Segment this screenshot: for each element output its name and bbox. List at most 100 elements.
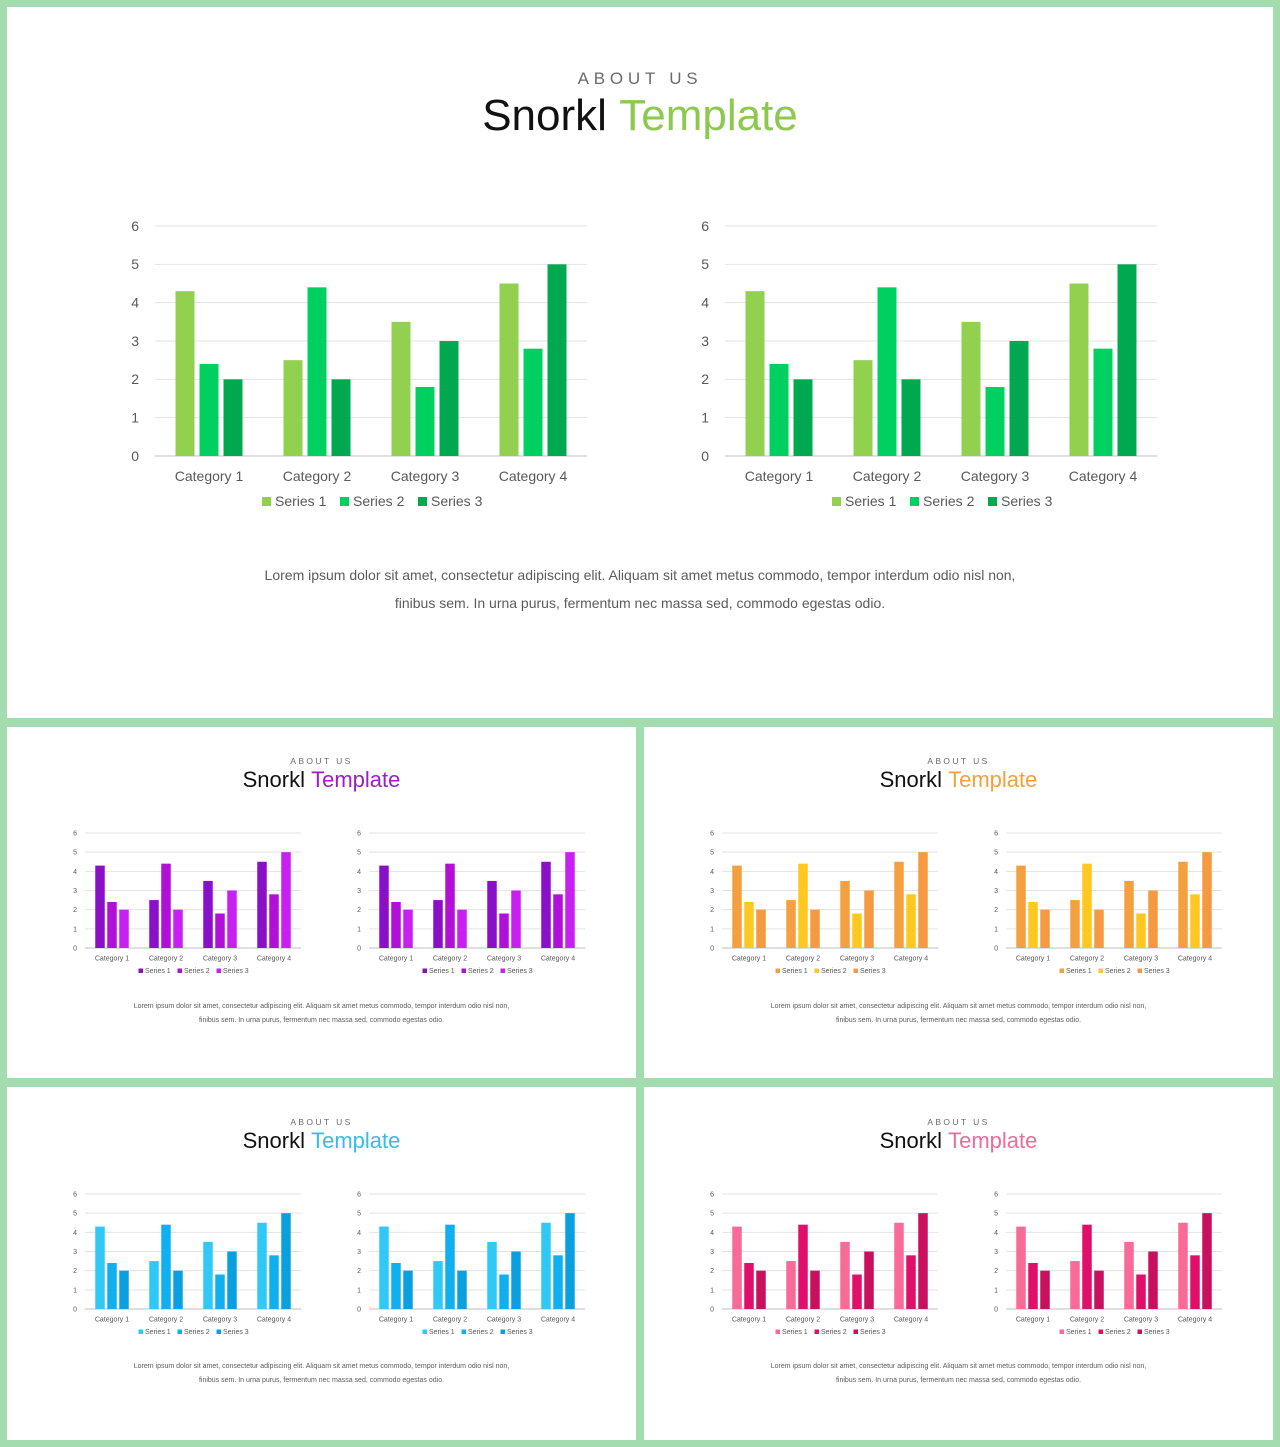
y-tick-label: 4 [73,1230,77,1237]
y-tick-label: 6 [73,1191,77,1198]
bar [1016,1226,1026,1309]
bar [864,890,874,948]
y-tick-label: 2 [357,907,361,914]
x-tick-label: Category 2 [786,956,820,963]
legend-label: Series 2 [1105,1329,1131,1336]
bar [894,1222,904,1309]
y-tick-label: 5 [357,1211,361,1218]
bar [457,909,467,948]
y-tick-label: 4 [73,869,77,876]
legend-label: Series 3 [860,1329,886,1336]
bar [1190,1255,1200,1309]
bar [840,880,850,948]
bar [852,1274,862,1309]
legend-label: Series 2 [184,1329,210,1336]
x-tick-label: Category 3 [840,956,874,963]
legend-label: Series 1 [275,493,327,509]
bar-chart-right: 0 1 2 3 4 5 6 Category 1 Category 2 Category 3 Cat… [357,1191,585,1336]
legend-swatch [1098,1329,1103,1334]
y-tick-label: 4 [710,869,714,876]
y-tick-label: 3 [73,1249,77,1256]
body-text: Lorem ipsum dolor sit amet, consectetur … [644,1360,1273,1388]
legend-label: Series 3 [223,968,249,975]
y-tick-label: 6 [994,1191,998,1198]
y-tick-label: 0 [994,945,998,952]
x-tick-label: Category 1 [379,1317,413,1324]
legend-swatch [988,497,997,506]
bar [107,902,117,948]
about-label: ABOUT US [927,756,990,766]
legend-swatch [422,1329,427,1334]
legend-swatch [177,1329,182,1334]
body-line-2: finibus sem. In urna purus, fermentum ne… [198,1377,445,1384]
bar [391,902,401,948]
bar-chart-right: 0 1 2 3 4 5 6 Category 1 Category 2 Category 3 Cat… [994,1191,1222,1336]
bar [1202,852,1212,948]
legend-label: Series 1 [145,968,171,975]
slide-title: Snorkl Template [644,767,1273,793]
bar [877,287,897,456]
body-line-1: Lorem ipsum dolor sit amet, consectetur … [133,1363,510,1370]
bar [1094,909,1104,948]
x-tick-label: Category 4 [257,956,291,963]
bar [457,1270,467,1309]
y-tick-label: 5 [701,256,709,272]
y-tick-label: 4 [131,295,139,311]
bar [1070,1261,1080,1309]
title-part2: Template [948,767,1038,792]
bar [745,291,765,456]
body-line-2: finibus sem. In urna purus, fermentum ne… [198,1017,445,1024]
y-tick-label: 6 [701,218,709,234]
legend-label: Series 1 [429,968,455,975]
bar [852,913,862,948]
bar [511,1251,521,1309]
bar [499,913,509,948]
legend-label: Series 3 [223,1329,249,1336]
bar [107,1263,117,1309]
body-line-1: Lorem ipsum dolor sit amet, consectetur … [264,567,1016,583]
legend-swatch [262,497,271,506]
y-tick-label: 1 [131,410,139,426]
legend-label: Series 2 [821,1329,847,1336]
legend-swatch [853,1329,858,1334]
bar [565,1213,575,1309]
bar [1178,861,1188,948]
legend-swatch [814,968,819,973]
x-tick-label: Category 1 [95,1317,129,1324]
body-line-2: finibus sem. In urna purus, fermentum ne… [394,595,886,611]
body-line-2: finibus sem. In urna purus, fermentum ne… [835,1377,1082,1384]
bar [1178,1222,1188,1309]
bar [541,861,551,948]
legend-label: Series 1 [1066,1329,1092,1336]
bar [901,379,921,456]
y-tick-label: 5 [131,256,139,272]
legend-swatch [340,497,349,506]
y-tick-label: 3 [73,888,77,895]
title-part1: Snorkl [242,1128,305,1153]
about-label: ABOUT US [290,756,353,766]
y-tick-label: 5 [994,1211,998,1218]
x-tick-label: Category 4 [1178,1317,1212,1324]
legend-label: Series 2 [468,968,494,975]
slide-green: ABOUT US Snorkl Template 0 1 2 3 4 5 6 Category … [7,7,1273,718]
bar [853,360,873,456]
y-tick-label: 5 [357,850,361,857]
bar [215,1274,225,1309]
bar [379,865,389,948]
legend-swatch [775,1329,780,1334]
title-part2: Template [948,1128,1038,1153]
bar [1136,913,1146,948]
y-tick-label: 1 [994,1287,998,1294]
legend-label: Series 3 [1001,493,1053,509]
bar [223,379,243,456]
legend-label: Series 3 [1144,1329,1170,1336]
x-tick-label: Category 2 [786,1317,820,1324]
legend-label: Series 2 [821,968,847,975]
legend-swatch [216,968,221,973]
body-text: Lorem ipsum dolor sit amet, consectetur … [7,561,1273,617]
slide-title: Snorkl Template [7,91,1273,141]
bar-chart-right: 0 1 2 3 4 5 6 Category 1 Category 2 Category 3 Cat… [701,218,1157,509]
y-tick-label: 5 [710,1211,714,1218]
y-tick-label: 4 [994,1230,998,1237]
bar [487,1241,497,1309]
